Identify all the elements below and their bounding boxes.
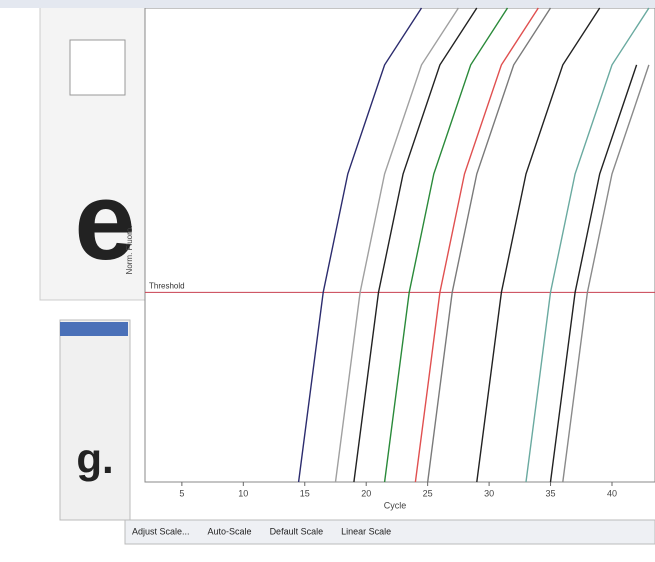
amplification-curve — [427, 7, 552, 483]
amplification-curve — [414, 7, 539, 483]
x-tick-label: 40 — [607, 488, 617, 498]
amplification-curve — [353, 7, 478, 483]
amplification-curve — [297, 7, 423, 483]
article-text: g. — [76, 435, 113, 482]
y-axis-label: Norm. Fluoro. — [125, 226, 134, 275]
x-tick-label: 5 — [179, 488, 184, 498]
amplification-curve — [334, 7, 459, 483]
scale-button[interactable]: Default Scale — [270, 526, 324, 536]
plot-area — [144, 7, 655, 483]
x-tick-label: 10 — [238, 488, 248, 498]
scale-button[interactable]: Linear Scale — [341, 526, 391, 536]
scale-button[interactable]: Adjust Scale... — [132, 526, 190, 536]
amplification-curve — [562, 64, 650, 483]
x-tick-label: 25 — [423, 488, 433, 498]
article-text: e — [74, 160, 135, 283]
threshold-label: Threshold — [149, 282, 185, 291]
side-list — [59, 319, 131, 521]
button-bar — [124, 519, 655, 545]
amplification-curve — [525, 7, 650, 483]
tab-bar — [0, 0, 655, 8]
x-axis-label: Cycle — [384, 500, 407, 510]
x-tick-label: 30 — [484, 488, 494, 498]
legend-box — [69, 39, 126, 96]
amplification-curve — [476, 7, 601, 483]
amplification-curve — [549, 64, 638, 483]
scale-button[interactable]: Auto-Scale — [208, 526, 252, 536]
x-tick-label: 15 — [300, 488, 310, 498]
x-tick-label: 35 — [546, 488, 556, 498]
amplification-curve — [383, 7, 509, 483]
list-header — [60, 322, 128, 336]
x-tick-label: 20 — [361, 488, 371, 498]
